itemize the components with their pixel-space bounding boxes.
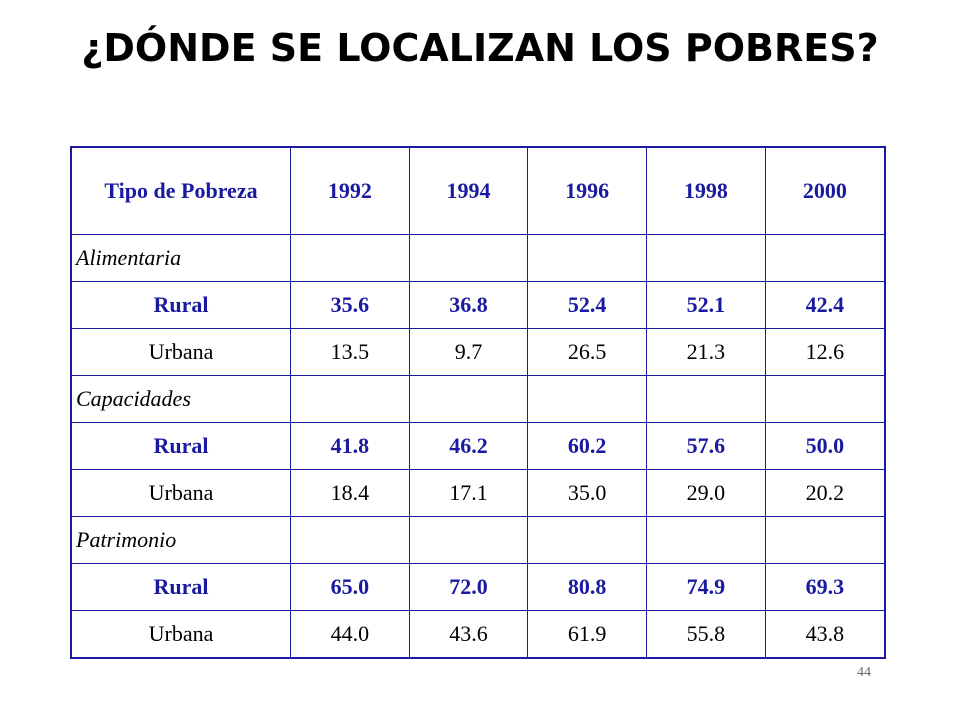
- value-cell: 13.5: [290, 328, 410, 376]
- value-cell: 42.4: [764, 281, 886, 329]
- value-cell: 41.8: [290, 422, 410, 470]
- value-cell: 60.2: [527, 422, 648, 470]
- value-cell: 74.9: [646, 563, 766, 611]
- poverty-table: Tipo de Pobreza 1992 1994 1996 1998 2000…: [70, 146, 886, 659]
- value-cell: 43.6: [408, 610, 529, 659]
- empty-cell: [646, 516, 766, 564]
- table-row: Rural 65.0 72.0 80.8 74.9 69.3: [70, 563, 886, 611]
- value-cell: 52.4: [527, 281, 648, 329]
- table-row: Rural 35.6 36.8 52.4 52.1 42.4: [70, 281, 886, 329]
- value-cell: 12.6: [764, 328, 886, 376]
- value-cell: 35.0: [527, 469, 648, 517]
- value-cell: 80.8: [527, 563, 648, 611]
- row-label: Urbana: [70, 328, 291, 376]
- row-label: Rural: [70, 563, 291, 611]
- group-row-patrimonio: Patrimonio: [70, 516, 886, 564]
- value-cell: 17.1: [408, 469, 529, 517]
- page-number: 44: [857, 665, 871, 680]
- header-poverty-type: Tipo de Pobreza: [70, 146, 291, 235]
- value-cell: 20.2: [764, 469, 886, 517]
- value-cell: 26.5: [527, 328, 648, 376]
- value-cell: 29.0: [646, 469, 766, 517]
- value-cell: 43.8: [764, 610, 886, 659]
- row-label: Urbana: [70, 469, 291, 517]
- value-cell: 9.7: [408, 328, 529, 376]
- value-cell: 50.0: [764, 422, 886, 470]
- empty-cell: [764, 375, 886, 423]
- empty-cell: [646, 375, 766, 423]
- value-cell: 61.9: [527, 610, 648, 659]
- header-year-1992: 1992: [290, 146, 410, 235]
- table-row: Urbana 13.5 9.7 26.5 21.3 12.6: [70, 328, 886, 376]
- empty-cell: [408, 375, 529, 423]
- group-label: Patrimonio: [70, 516, 291, 564]
- empty-cell: [527, 375, 648, 423]
- header-year-1998: 1998: [646, 146, 766, 235]
- value-cell: 35.6: [290, 281, 410, 329]
- table-row: Urbana 44.0 43.6 61.9 55.8 43.8: [70, 610, 886, 659]
- empty-cell: [408, 516, 529, 564]
- row-label: Rural: [70, 422, 291, 470]
- value-cell: 52.1: [646, 281, 766, 329]
- header-row: Tipo de Pobreza 1992 1994 1996 1998 2000: [70, 146, 886, 235]
- value-cell: 72.0: [408, 563, 529, 611]
- table-row: Rural 41.8 46.2 60.2 57.6 50.0: [70, 422, 886, 470]
- group-row-alimentaria: Alimentaria: [70, 234, 886, 282]
- row-label: Rural: [70, 281, 291, 329]
- header-year-2000: 2000: [764, 146, 886, 235]
- group-row-capacidades: Capacidades: [70, 375, 886, 423]
- value-cell: 18.4: [290, 469, 410, 517]
- empty-cell: [527, 516, 648, 564]
- value-cell: 46.2: [408, 422, 529, 470]
- group-label: Capacidades: [70, 375, 291, 423]
- empty-cell: [290, 375, 410, 423]
- value-cell: 65.0: [290, 563, 410, 611]
- value-cell: 55.8: [646, 610, 766, 659]
- value-cell: 57.6: [646, 422, 766, 470]
- row-label: Urbana: [70, 610, 291, 659]
- value-cell: 21.3: [646, 328, 766, 376]
- empty-cell: [408, 234, 529, 282]
- slide-title: ¿DÓNDE SE LOCALIZAN LOS POBRES?: [81, 26, 879, 70]
- header-year-1994: 1994: [408, 146, 529, 235]
- value-cell: 44.0: [290, 610, 410, 659]
- value-cell: 36.8: [408, 281, 529, 329]
- empty-cell: [290, 516, 410, 564]
- table-row: Urbana 18.4 17.1 35.0 29.0 20.2: [70, 469, 886, 517]
- empty-cell: [290, 234, 410, 282]
- empty-cell: [527, 234, 648, 282]
- group-label: Alimentaria: [70, 234, 291, 282]
- empty-cell: [764, 516, 886, 564]
- header-year-1996: 1996: [527, 146, 648, 235]
- empty-cell: [764, 234, 886, 282]
- empty-cell: [646, 234, 766, 282]
- value-cell: 69.3: [764, 563, 886, 611]
